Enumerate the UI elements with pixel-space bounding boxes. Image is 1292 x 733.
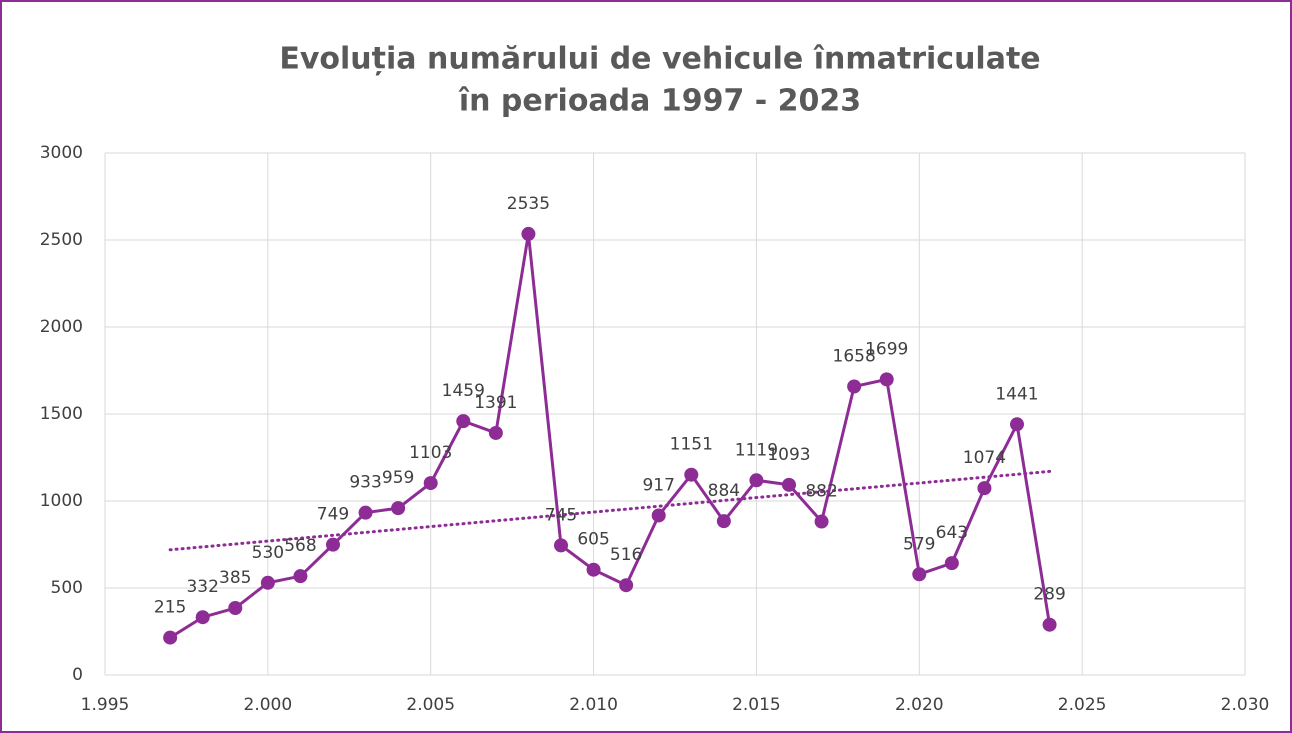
data-point — [195, 610, 210, 625]
data-label: 385 — [219, 568, 251, 588]
data-label: 332 — [186, 577, 218, 597]
y-tick-label: 3000 — [40, 143, 83, 163]
data-point — [716, 514, 731, 529]
data-label: 1074 — [963, 448, 1006, 468]
data-label: 749 — [317, 505, 349, 525]
data-label: 568 — [284, 536, 316, 556]
data-label: 1658 — [833, 347, 876, 367]
data-label: 1441 — [995, 384, 1038, 404]
data-point — [814, 514, 829, 529]
data-label: 882 — [805, 482, 837, 502]
data-label: 605 — [577, 530, 609, 550]
x-tick-label: 2.015 — [732, 695, 781, 715]
y-tick-label: 2000 — [40, 317, 83, 337]
data-point — [163, 630, 178, 645]
data-label: 745 — [545, 505, 577, 525]
data-point — [293, 569, 308, 584]
data-point — [260, 575, 275, 590]
data-point — [684, 467, 699, 482]
y-tick-label: 1500 — [40, 404, 83, 424]
data-label: 2535 — [507, 194, 550, 214]
data-point — [847, 379, 862, 394]
x-tick-label: 2.020 — [895, 695, 944, 715]
data-label: 643 — [936, 523, 968, 543]
data-point — [879, 372, 894, 387]
y-tick-label: 500 — [51, 578, 83, 598]
data-point — [586, 562, 601, 577]
data-point — [456, 414, 471, 429]
data-point — [782, 477, 796, 492]
data-point — [358, 505, 373, 520]
data-point — [521, 226, 536, 241]
data-label: 215 — [154, 598, 186, 618]
x-tick-label: 2.010 — [569, 695, 618, 715]
y-tick-label: 0 — [72, 665, 83, 685]
data-point — [749, 473, 764, 488]
data-label: 959 — [382, 468, 414, 488]
data-label: 579 — [903, 534, 935, 554]
data-label: 516 — [610, 545, 642, 565]
data-label: 530 — [252, 543, 284, 563]
data-label: 1391 — [474, 393, 517, 413]
data-point — [391, 501, 406, 516]
data-label: 1103 — [409, 443, 452, 463]
data-label: 1119 — [735, 440, 778, 460]
data-label: 1459 — [442, 381, 485, 401]
data-label: 1093 — [767, 445, 810, 465]
x-tick-label: 1.995 — [81, 695, 130, 715]
x-tick-label: 2.005 — [406, 695, 455, 715]
data-point — [423, 476, 438, 491]
data-label: 1151 — [670, 435, 713, 455]
x-tick-label: 2.030 — [1221, 695, 1270, 715]
chart-title: în perioada 1997 - 2023 — [458, 84, 861, 119]
data-point — [619, 578, 634, 593]
data-point — [977, 481, 992, 496]
x-tick-label: 2.000 — [244, 695, 293, 715]
data-label: 289 — [1033, 585, 1065, 605]
data-label: 933 — [349, 473, 381, 493]
data-label: 1699 — [865, 339, 908, 359]
x-tick-label: 2.025 — [1058, 695, 1107, 715]
chart-title: Evoluția numărului de vehicule înmatricu… — [279, 42, 1040, 77]
data-label: 884 — [708, 481, 740, 501]
data-point — [944, 556, 959, 571]
y-tick-label: 2500 — [40, 230, 83, 250]
data-point — [1042, 617, 1057, 632]
data-point — [326, 537, 340, 552]
data-point — [228, 601, 243, 616]
data-point — [488, 425, 503, 440]
data-label: 917 — [642, 475, 674, 495]
y-tick-label: 1000 — [40, 491, 83, 511]
data-point — [651, 508, 666, 523]
data-point — [912, 567, 927, 582]
data-point — [554, 538, 568, 553]
data-point — [1010, 417, 1024, 432]
series-line — [169, 233, 1052, 639]
